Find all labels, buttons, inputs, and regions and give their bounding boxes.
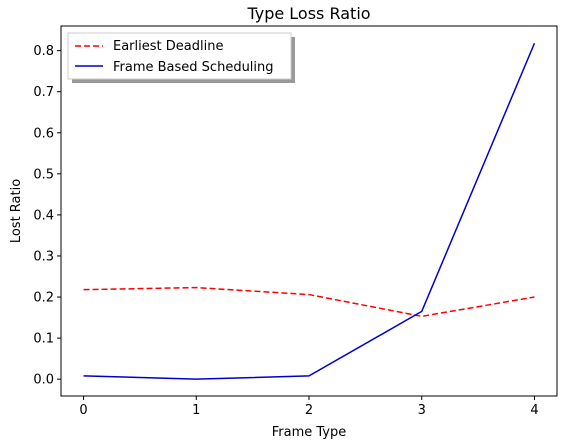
x-tick-label: 1	[192, 403, 200, 418]
series-line-frame-based-scheduling	[83, 42, 536, 380]
legend-label-earliest-deadline: Earliest Deadline	[113, 39, 223, 54]
plot-lines	[83, 42, 536, 380]
y-tick-label: 0.4	[33, 208, 54, 223]
y-tick-label: 0.0	[33, 373, 54, 388]
y-axis: 0.0 0.1 0.2 0.3 0.4 0.5 0.6 0.7 0.8	[33, 44, 61, 388]
legend-label-frame-based-scheduling: Frame Based Scheduling	[113, 60, 274, 75]
chart-title: Type Loss Ratio	[246, 4, 370, 23]
x-tick-label: 0	[79, 403, 87, 418]
legend-box	[67, 32, 292, 80]
legend: Earliest Deadline Frame Based Scheduling	[67, 32, 295, 83]
y-axis-title: Lost Ratio	[9, 179, 24, 243]
series-line-earliest-deadline	[83, 286, 535, 318]
y-tick-label: 0.8	[33, 44, 54, 59]
y-tick-label: 0.1	[33, 332, 54, 347]
y-tick-label: 0.6	[33, 126, 54, 141]
y-tick-label: 0.7	[33, 85, 54, 100]
x-axis-title: Frame Type	[272, 425, 347, 440]
x-tick-label: 3	[418, 403, 426, 418]
y-tick-label: 0.5	[33, 167, 54, 182]
y-tick-label: 0.3	[33, 249, 54, 264]
x-axis: 0 1 2 3 4	[79, 396, 539, 418]
y-tick-label: 0.2	[33, 291, 54, 306]
x-tick-label: 2	[305, 403, 313, 418]
x-tick-label: 4	[530, 403, 538, 418]
